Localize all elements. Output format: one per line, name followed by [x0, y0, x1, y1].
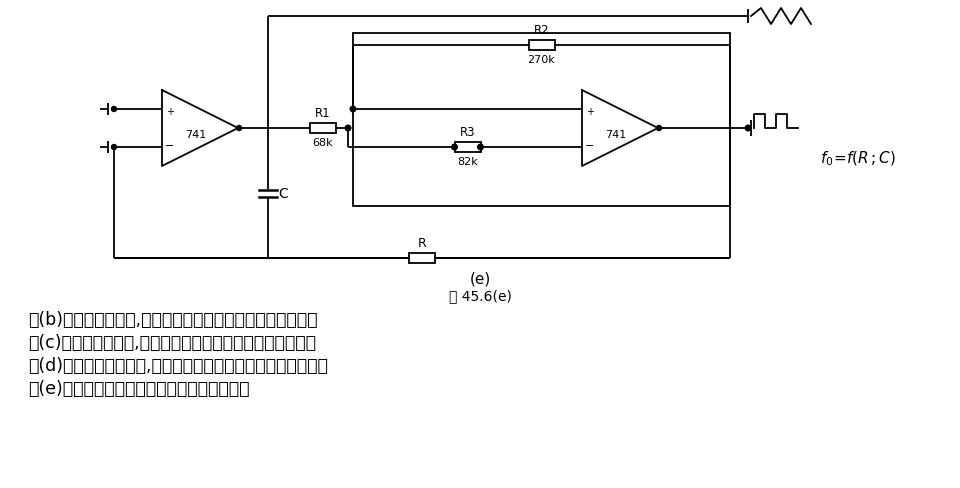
Circle shape	[452, 145, 457, 150]
Circle shape	[745, 126, 751, 132]
Text: 741: 741	[185, 130, 206, 140]
Text: +: +	[166, 107, 174, 117]
Bar	[310, 124, 336, 134]
Circle shape	[236, 126, 242, 131]
Bar	[454, 142, 481, 153]
Text: R1: R1	[315, 107, 331, 120]
Text: 741: 741	[606, 130, 627, 140]
Text: +: +	[586, 107, 594, 117]
Circle shape	[478, 145, 483, 150]
Text: −: −	[586, 141, 594, 151]
Text: C: C	[278, 186, 288, 201]
Text: 图 45.6(e): 图 45.6(e)	[448, 288, 512, 303]
Text: 82k: 82k	[457, 157, 478, 167]
Circle shape	[346, 126, 350, 132]
Circle shape	[111, 107, 116, 112]
Circle shape	[111, 145, 116, 150]
Text: 图(d)为施密特触发电路,可用于波形整形或其他信号变换电路。: 图(d)为施密特触发电路,可用于波形整形或其他信号变换电路。	[28, 356, 328, 374]
Text: R2: R2	[534, 24, 549, 37]
Text: −: −	[165, 141, 175, 151]
Text: 270k: 270k	[528, 55, 556, 65]
Text: 图(c)电路为单稳电路,可用于波形整形或其他信号变换电路。: 图(c)电路为单稳电路,可用于波形整形或其他信号变换电路。	[28, 333, 316, 351]
Text: 图(b)电路为触发电路,用输入信号的下沿产生触发脉冲信号。: 图(b)电路为触发电路,用输入信号的下沿产生触发脉冲信号。	[28, 310, 318, 328]
Bar	[529, 41, 555, 51]
Circle shape	[657, 126, 661, 131]
Text: 68k: 68k	[313, 138, 333, 148]
Text: R3: R3	[460, 126, 475, 139]
Text: R: R	[418, 237, 426, 249]
Bar	[409, 253, 435, 264]
Text: $f_0\!=\!f(R\,;C)$: $f_0\!=\!f(R\,;C)$	[820, 149, 896, 168]
Text: 图(e)为产生三角波和方波信号的发生器电路。: 图(e)为产生三角波和方波信号的发生器电路。	[28, 379, 250, 397]
Circle shape	[350, 107, 356, 113]
Bar	[353, 34, 730, 206]
Text: (e): (e)	[469, 271, 491, 286]
